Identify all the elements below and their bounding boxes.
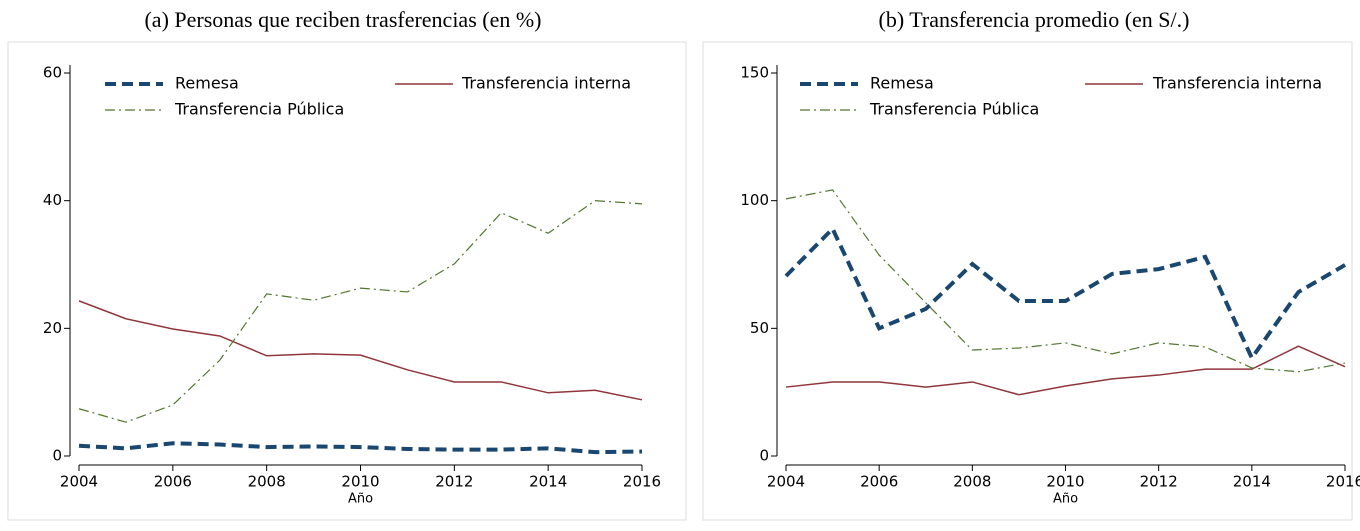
x-tick-label: 2016 (623, 473, 661, 491)
series-line (78, 200, 643, 423)
x-tick-label: 2012 (435, 473, 473, 491)
x-tick-label: 2004 (60, 473, 98, 491)
x-tick-label: 2006 (154, 473, 192, 491)
legend-label: Transferencia interna (461, 74, 631, 93)
panel: (b) Transferencia promedio (en S/.) 0 50 10… (702, 7, 1360, 521)
x-tick-label: 2006 (860, 473, 898, 491)
chart-title: (a) Personas que reciben trasferencias (… (144, 7, 541, 32)
x-tick-label: 2014 (1233, 473, 1271, 491)
y-tick-label: 60 (43, 64, 62, 82)
x-axis-label: Año (348, 492, 373, 507)
x-tick-label: 2004 (767, 473, 805, 491)
y-tick-label: 0 (759, 447, 769, 465)
y-tick-label: 50 (750, 319, 769, 337)
legend-label: Remesa (870, 74, 934, 93)
panel-frame (7, 41, 687, 521)
panel: (a) Personas que reciben trasferencias (… (7, 7, 687, 521)
series-line (785, 345, 1346, 396)
x-tick-label: 2010 (341, 473, 379, 491)
series-line (784, 225, 1347, 362)
x-tick-label: 2010 (1046, 473, 1084, 491)
x-tick-label: 2008 (953, 473, 991, 491)
y-tick-label: 100 (740, 191, 769, 209)
y-tick-label: 40 (43, 191, 62, 209)
series-line (785, 189, 1346, 373)
x-tick-label: 2008 (248, 473, 286, 491)
panel-frame (702, 41, 1353, 521)
x-axis-label: Año (1053, 492, 1078, 507)
legend-label: Remesa (175, 74, 239, 93)
x-tick-label: 2014 (529, 473, 567, 491)
chart-title: (b) Transferencia promedio (en S/.) (879, 7, 1190, 32)
y-tick-label: 0 (52, 447, 62, 465)
y-tick-label: 150 (740, 64, 769, 82)
x-tick-label: 2016 (1326, 473, 1360, 491)
series-line (78, 300, 643, 401)
x-tick-label: 2012 (1140, 473, 1178, 491)
legend-label: Transferencia Pública (869, 100, 1039, 119)
legend-label: Transferencia Pública (174, 100, 344, 119)
legend-label: Transferencia interna (1152, 74, 1322, 93)
y-tick-label: 20 (43, 319, 62, 337)
series-line (78, 441, 643, 455)
